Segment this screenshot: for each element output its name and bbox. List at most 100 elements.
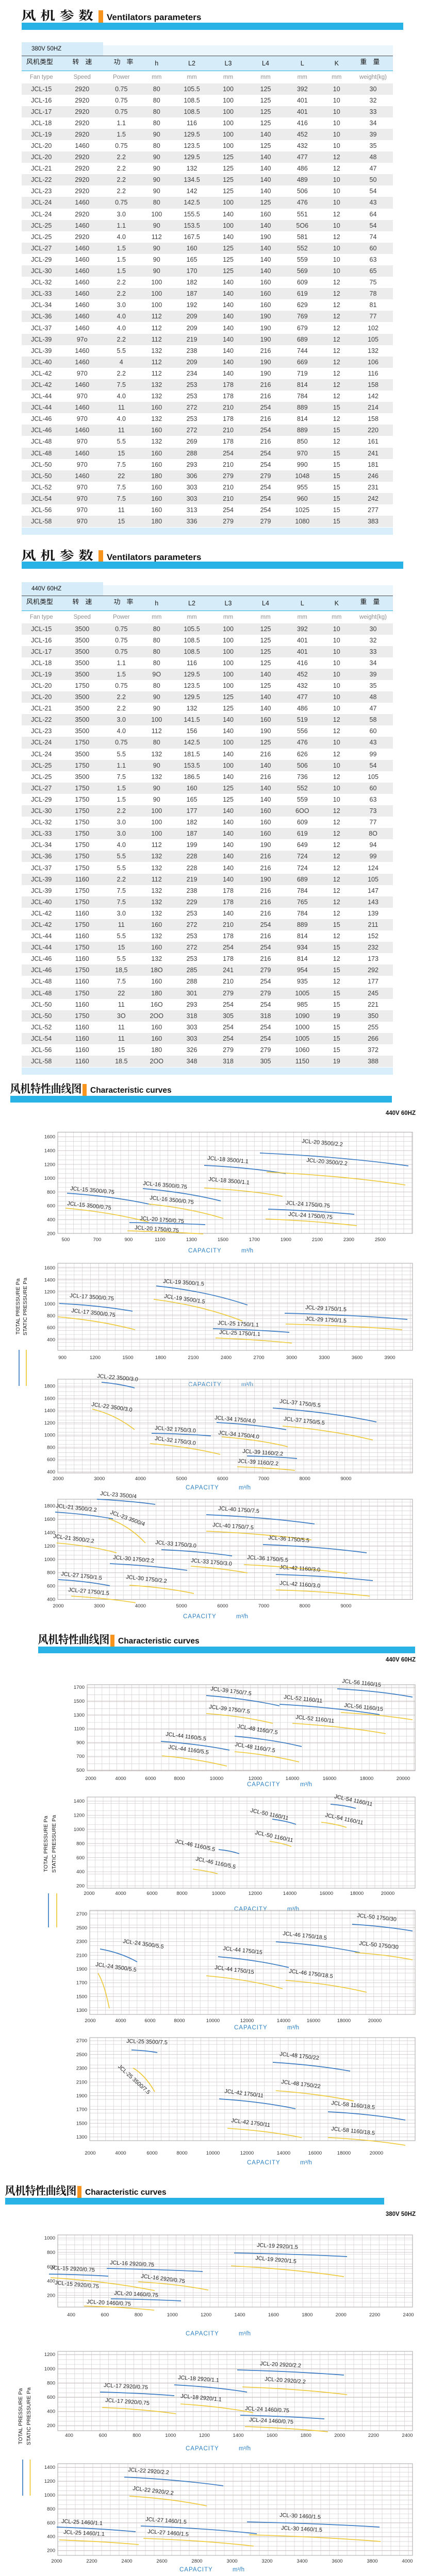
svg-text:800: 800 bbox=[76, 1841, 85, 1846]
svg-text:3900: 3900 bbox=[384, 1355, 395, 1361]
svg-text:m³/h: m³/h bbox=[287, 1906, 299, 1912]
svg-text:900: 900 bbox=[58, 1355, 67, 1361]
svg-text:JCL-18 2920/1.1: JCL-18 2920/1.1 bbox=[180, 2393, 222, 2403]
svg-text:500: 500 bbox=[61, 1237, 70, 1243]
svg-text:800: 800 bbox=[135, 2312, 143, 2318]
svg-text:STATIC PRESSURE Pa: STATIC PRESSURE Pa bbox=[51, 1815, 57, 1873]
svg-text:18000: 18000 bbox=[350, 1891, 364, 1896]
svg-text:600: 600 bbox=[99, 2433, 107, 2438]
svg-text:1400: 1400 bbox=[44, 2465, 55, 2470]
svg-text:2100: 2100 bbox=[188, 1355, 199, 1361]
svg-text:1900: 1900 bbox=[281, 1237, 291, 1243]
svg-text:10000: 10000 bbox=[210, 1776, 223, 1782]
svg-text:2200: 2200 bbox=[86, 2558, 97, 2564]
svg-text:JCL-44 1750/15: JCL-44 1750/15 bbox=[223, 1945, 263, 1956]
svg-text:3600: 3600 bbox=[332, 2558, 342, 2564]
svg-text:1000: 1000 bbox=[165, 2433, 176, 2438]
svg-text:JCL-15 2920/0.75: JCL-15 2920/0.75 bbox=[51, 2265, 95, 2273]
svg-text:16000: 16000 bbox=[308, 2150, 322, 2156]
svg-text:400: 400 bbox=[47, 1597, 55, 1603]
svg-text:JCL-24 1750/0.75: JCL-24 1750/0.75 bbox=[288, 1211, 333, 1221]
svg-text:1400: 1400 bbox=[44, 1530, 55, 1536]
svg-text:2100: 2100 bbox=[76, 2079, 87, 2085]
svg-text:1800: 1800 bbox=[155, 1355, 166, 1361]
svg-text:5000: 5000 bbox=[176, 1476, 187, 1482]
svg-text:CAPACITY: CAPACITY bbox=[186, 2331, 219, 2337]
svg-text:1200: 1200 bbox=[201, 2312, 211, 2318]
svg-text:m³/h: m³/h bbox=[241, 1382, 253, 1388]
svg-text:JCL-39 1160/2.2: JCL-39 1160/2.2 bbox=[242, 1448, 284, 1457]
svg-text:800: 800 bbox=[133, 2433, 141, 2438]
svg-text:1800: 1800 bbox=[44, 1384, 55, 1389]
svg-text:400: 400 bbox=[47, 1337, 55, 1343]
svg-text:800: 800 bbox=[47, 1313, 55, 1319]
svg-text:200: 200 bbox=[47, 2548, 55, 2554]
svg-text:1300: 1300 bbox=[76, 2134, 87, 2140]
svg-text:3000: 3000 bbox=[94, 1476, 105, 1482]
svg-text:9000: 9000 bbox=[340, 1603, 351, 1609]
svg-text:JCL-25 1750/1.1: JCL-25 1750/1.1 bbox=[219, 1329, 260, 1337]
svg-text:8000: 8000 bbox=[174, 1776, 185, 1782]
svg-text:900: 900 bbox=[124, 1237, 133, 1243]
svg-text:20000: 20000 bbox=[370, 2150, 383, 2156]
svg-text:20000: 20000 bbox=[397, 1776, 410, 1782]
svg-text:CAPACITY: CAPACITY bbox=[234, 2025, 268, 2031]
svg-text:m³/h: m³/h bbox=[300, 2160, 312, 2166]
svg-text:2400: 2400 bbox=[221, 1355, 232, 1361]
svg-text:14000: 14000 bbox=[283, 1891, 297, 1896]
svg-text:STATIC PRESSURE Pa: STATIC PRESSURE Pa bbox=[22, 1278, 28, 1335]
svg-text:JCL-40 1750/7.5: JCL-40 1750/7.5 bbox=[212, 1522, 254, 1531]
svg-text:JCL-39 1750/7.5: JCL-39 1750/7.5 bbox=[209, 1704, 251, 1715]
svg-text:JCL-24 1750/0.75: JCL-24 1750/0.75 bbox=[286, 1200, 330, 1209]
svg-text:6000: 6000 bbox=[217, 1603, 228, 1609]
svg-text:1100: 1100 bbox=[74, 1726, 85, 1732]
svg-text:JCL-36 1750/5.5: JCL-36 1750/5.5 bbox=[247, 1554, 288, 1564]
svg-text:2300: 2300 bbox=[76, 2066, 87, 2072]
svg-text:600: 600 bbox=[47, 1457, 55, 1463]
svg-text:12000: 12000 bbox=[240, 2018, 254, 2024]
svg-text:400: 400 bbox=[47, 2409, 55, 2415]
svg-text:440V 60HZ: 440V 60HZ bbox=[386, 1110, 416, 1116]
svg-text:JCL-21 3500/2.2: JCL-21 3500/2.2 bbox=[53, 1533, 95, 1545]
svg-text:8000: 8000 bbox=[300, 1603, 310, 1609]
svg-text:CAPACITY: CAPACITY bbox=[188, 1248, 222, 1254]
svg-text:JCL-46 1750/18.5: JCL-46 1750/18.5 bbox=[283, 1930, 327, 1941]
svg-text:600: 600 bbox=[101, 2312, 109, 2318]
svg-text:JCL-40 1750/7.5: JCL-40 1750/7.5 bbox=[218, 1505, 259, 1515]
svg-text:JCL-33 1750/3.0: JCL-33 1750/3.0 bbox=[191, 1557, 233, 1567]
svg-text:6000: 6000 bbox=[144, 2018, 155, 2024]
svg-text:7000: 7000 bbox=[258, 1603, 269, 1609]
svg-text:m³/h: m³/h bbox=[287, 2025, 299, 2031]
svg-text:JCL-52 1160/11: JCL-52 1160/11 bbox=[284, 1694, 323, 1704]
svg-text:600: 600 bbox=[76, 1855, 85, 1861]
svg-text:JCL-18 2920/1.1: JCL-18 2920/1.1 bbox=[178, 2375, 219, 2384]
svg-text:1400: 1400 bbox=[44, 1408, 55, 1414]
svg-text:3300: 3300 bbox=[319, 1355, 330, 1361]
svg-text:2700: 2700 bbox=[76, 2038, 87, 2044]
svg-text:7000: 7000 bbox=[258, 1476, 269, 1482]
svg-text:JCL-24 3500/5.5: JCL-24 3500/5.5 bbox=[123, 1938, 164, 1950]
svg-text:8000: 8000 bbox=[174, 2018, 185, 2024]
svg-text:JCL-17 3500/0.75: JCL-17 3500/0.75 bbox=[70, 1293, 114, 1302]
svg-text:JCL-16 2920/0.75: JCL-16 2920/0.75 bbox=[141, 2273, 186, 2284]
svg-text:1200: 1200 bbox=[90, 1355, 101, 1361]
svg-text:8000: 8000 bbox=[300, 1476, 310, 1482]
svg-text:800: 800 bbox=[47, 2380, 55, 2386]
svg-text:1400: 1400 bbox=[44, 1148, 55, 1154]
svg-text:JCL-20 1750/0.75: JCL-20 1750/0.75 bbox=[140, 1215, 184, 1225]
svg-text:200: 200 bbox=[76, 1884, 85, 1889]
svg-text:1800: 1800 bbox=[302, 2312, 312, 2318]
svg-text:2400: 2400 bbox=[403, 2312, 414, 2318]
svg-text:JCL-24 3500/5.5: JCL-24 3500/5.5 bbox=[95, 1961, 137, 1973]
svg-text:600: 600 bbox=[47, 2395, 55, 2400]
svg-text:JCL-25 1460/1.1: JCL-25 1460/1.1 bbox=[63, 2529, 105, 2537]
svg-text:JCL-17 3500/0.75: JCL-17 3500/0.75 bbox=[71, 1308, 116, 1318]
svg-text:JCL-42 1160/3.0: JCL-42 1160/3.0 bbox=[279, 1564, 321, 1573]
svg-text:1600: 1600 bbox=[268, 2312, 279, 2318]
svg-text:2000: 2000 bbox=[334, 2433, 345, 2438]
svg-text:20000: 20000 bbox=[381, 1891, 394, 1896]
svg-text:20000: 20000 bbox=[368, 2018, 382, 2024]
svg-text:1700: 1700 bbox=[74, 1685, 85, 1690]
svg-text:1700: 1700 bbox=[249, 1237, 260, 1243]
svg-text:m³/h: m³/h bbox=[300, 1782, 312, 1788]
